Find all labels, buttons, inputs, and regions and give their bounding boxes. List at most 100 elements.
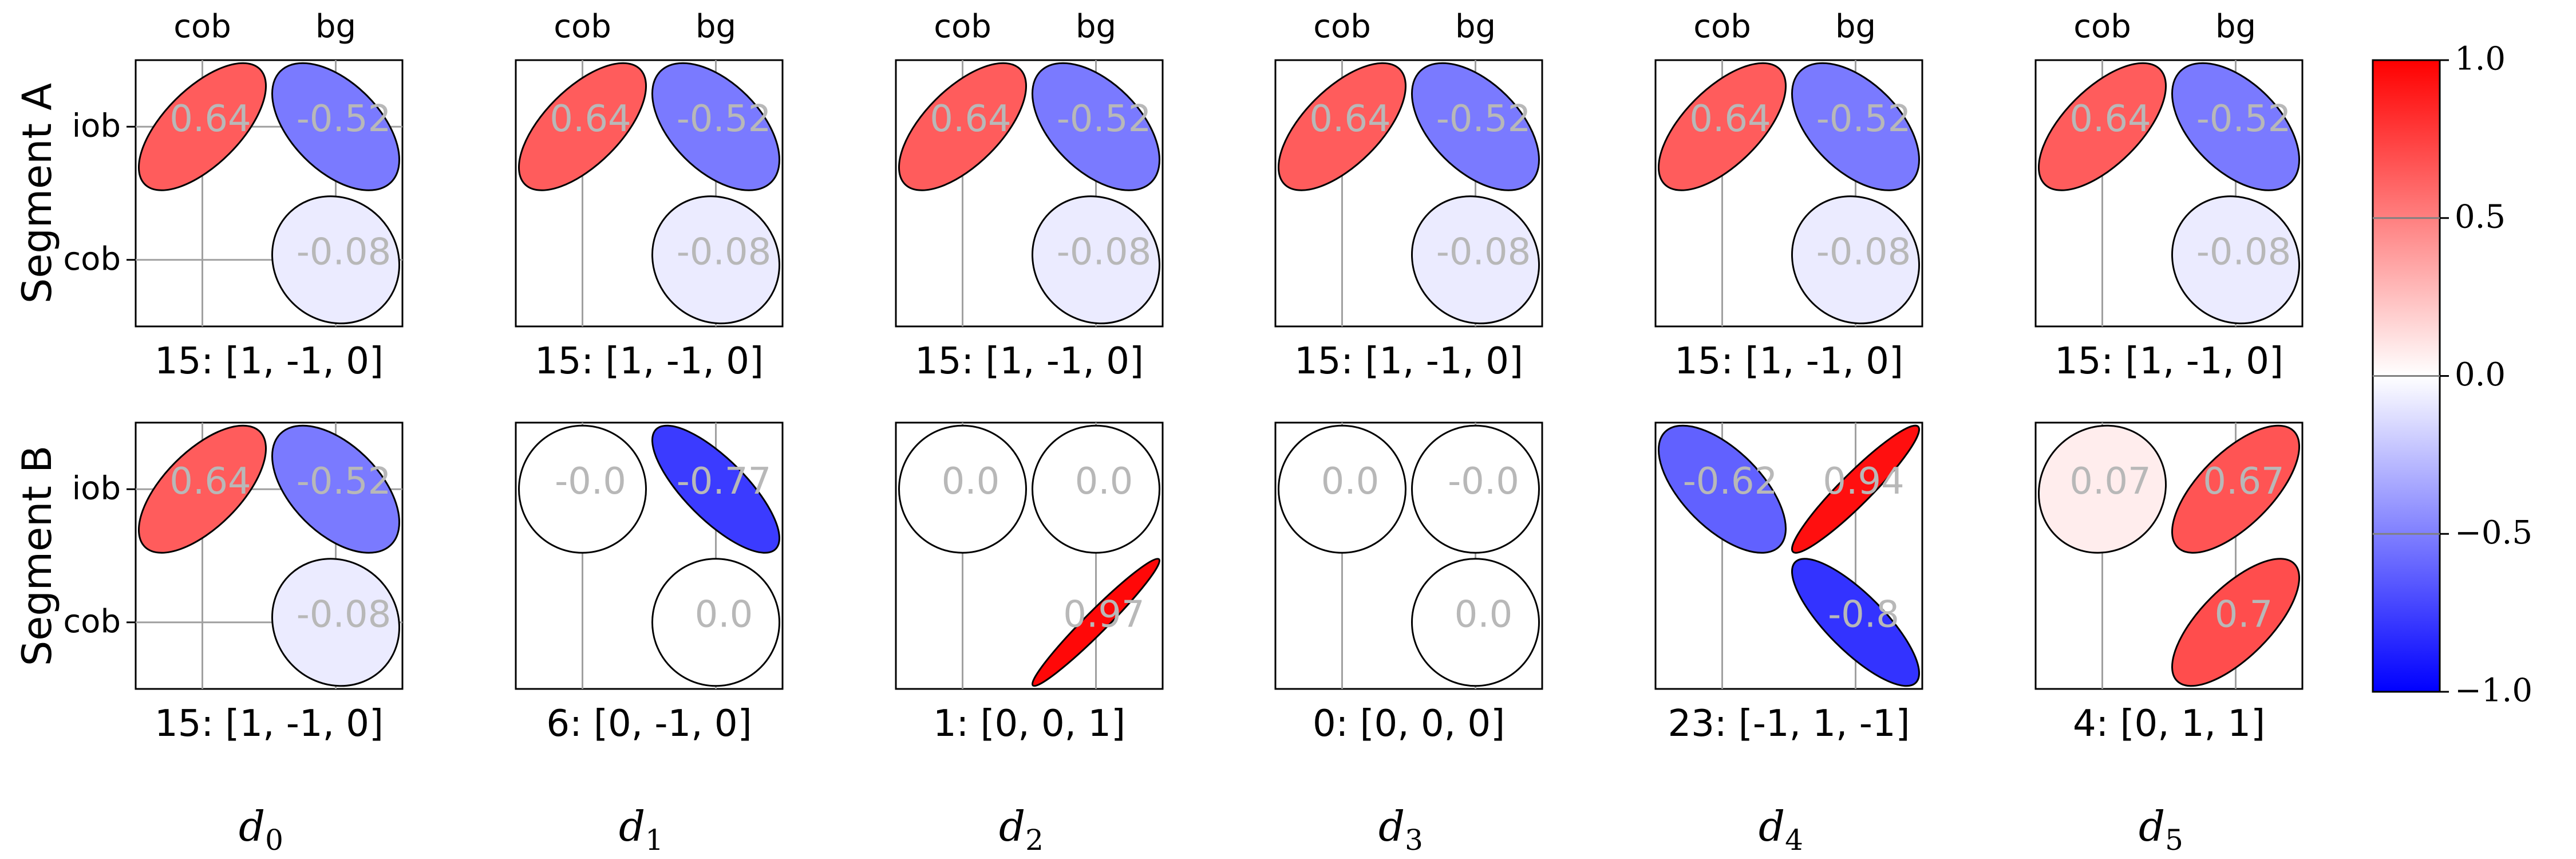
panel-caption: 15: [1, -1, 0] xyxy=(155,703,384,745)
panel-B-d4: -0.62 0.94 -0.8 23: [-1, 1, -1] xyxy=(1654,421,1923,745)
correlation-value-label: 0.0 xyxy=(1321,460,1380,503)
column-label: bg xyxy=(315,8,356,45)
column-title-subscript: 2 xyxy=(1025,823,1044,857)
column-title: d3 xyxy=(1378,802,1423,857)
correlation-ellipse xyxy=(1032,424,1160,554)
colorbar-tick-label: 1.0 xyxy=(2455,41,2506,78)
panel-A-d5: 0.64 -0.52 -0.08 cob bg 15: [1, -1, 0] xyxy=(2034,8,2304,383)
correlation-ellipse xyxy=(518,424,647,554)
correlation-value-label: -0.52 xyxy=(297,460,392,503)
column-title: d4 xyxy=(1759,802,1803,857)
correlation-ellipse xyxy=(651,558,780,687)
column-label: bg xyxy=(696,8,736,45)
row-tick-label: iob xyxy=(72,107,121,144)
correlation-ellipse xyxy=(1411,62,1540,191)
correlation-ellipse xyxy=(1277,62,1406,191)
correlation-value-label: -0.52 xyxy=(297,98,392,140)
correlation-ellipse xyxy=(1657,62,1787,191)
colorbar-tick-label: −1.0 xyxy=(2455,672,2532,710)
column-label: cob xyxy=(173,8,231,45)
panel-caption: 15: [1, -1, 0] xyxy=(1674,340,1903,383)
correlation-ellipse xyxy=(898,424,1027,554)
correlation-ellipse xyxy=(651,62,781,191)
correlation-value-label: -0.08 xyxy=(297,231,392,273)
correlation-value-label: -0.52 xyxy=(1816,98,1911,140)
correlation-value-label: 0.07 xyxy=(2069,460,2151,503)
correlation-value-label: -0.77 xyxy=(677,460,772,503)
panel-B-d2: 0.0 0.0 0.97 1: [0, 0, 1] xyxy=(895,421,1164,745)
correlation-ellipse xyxy=(271,62,401,191)
correlation-value-label: -0.0 xyxy=(1448,460,1519,503)
correlation-ellipse xyxy=(2171,62,2300,191)
panel-A-d0: 0.64 -0.52 -0.08 cob bg iob cob 15: [1, -1, 0] xyxy=(63,8,404,383)
correlation-ellipse xyxy=(1411,558,1540,687)
correlation-value-label: -0.08 xyxy=(1057,231,1152,273)
correlation-value-label: 0.67 xyxy=(2203,460,2285,503)
correlation-ellipse xyxy=(2037,424,2167,554)
correlation-ellipse xyxy=(137,62,267,191)
correlation-ellipse xyxy=(1411,424,1540,554)
correlation-value-label: 0.64 xyxy=(2069,98,2151,140)
correlation-ellipse xyxy=(651,195,780,325)
correlation-value-label: 0.97 xyxy=(1063,593,1145,636)
panel-A-d2: 0.64 -0.52 -0.08 cob bg 15: [1, -1, 0] xyxy=(895,8,1164,383)
correlation-ellipse xyxy=(1031,195,1160,325)
column-title-subscript: 5 xyxy=(2165,823,2183,857)
correlation-value-label: -0.62 xyxy=(1683,460,1778,503)
row-tick-label: iob xyxy=(72,470,121,507)
column-label: cob xyxy=(554,8,611,45)
correlation-value-label: -0.52 xyxy=(1057,98,1152,140)
panel-A-d4: 0.64 -0.52 -0.08 cob bg 15: [1, -1, 0] xyxy=(1654,8,1923,383)
column-title-subscript: 0 xyxy=(265,823,283,857)
correlation-ellipse xyxy=(1791,424,1921,554)
row-title: Segment B xyxy=(14,446,61,666)
correlation-ellipse xyxy=(517,62,647,191)
correlation-value-label: 0.64 xyxy=(550,98,631,140)
correlation-ellipse xyxy=(271,424,401,554)
column-title: d5 xyxy=(2139,802,2183,857)
panel-caption: 15: [1, -1, 0] xyxy=(535,340,764,383)
colorbar-tick-label: 0.0 xyxy=(2455,356,2506,393)
correlation-value-label: 0.7 xyxy=(2215,593,2273,636)
column-title-letter: d xyxy=(1759,802,1785,850)
column-label: cob xyxy=(1693,8,1751,45)
panel-caption: 23: [-1, 1, -1] xyxy=(1668,703,1910,745)
panel-B-d5: 0.07 0.67 0.7 4: [0, 1, 1] xyxy=(2034,421,2304,745)
column-title-letter: d xyxy=(619,802,645,850)
column-title-letter: d xyxy=(1378,802,1405,850)
panel-caption: 15: [1, -1, 0] xyxy=(1294,340,1523,383)
correlation-ellipse xyxy=(1657,424,1787,554)
panel-caption: 15: [1, -1, 0] xyxy=(155,340,384,383)
correlation-value-label: 0.64 xyxy=(1309,98,1391,140)
correlation-ellipse xyxy=(2171,424,2301,554)
panel-A-d1: 0.64 -0.52 -0.08 cob bg 15: [1, -1, 0] xyxy=(515,8,784,383)
correlation-ellipse xyxy=(2171,195,2301,325)
panel-caption: 1: [0, 0, 1] xyxy=(933,703,1125,745)
column-label: cob xyxy=(2073,8,2131,45)
correlation-ellipse xyxy=(898,62,1027,191)
correlation-value-label: -0.0 xyxy=(555,460,626,503)
correlation-ellipse xyxy=(2037,62,2167,191)
panel-B-d1: -0.0 -0.77 0.0 6: [0, -1, 0] xyxy=(515,421,784,745)
correlation-value-label: 0.94 xyxy=(1823,460,1905,503)
column-label: bg xyxy=(2215,8,2256,45)
correlation-ellipse xyxy=(1791,62,1920,191)
correlation-ellipse xyxy=(1791,195,1921,325)
correlation-ellipse xyxy=(138,424,267,554)
colorbar: −1.0 −0.5 0.0 0.5 1.0 xyxy=(2372,41,2532,710)
correlation-value-label: 0.64 xyxy=(1689,98,1771,140)
correlation-ellipse xyxy=(271,558,401,687)
column-title-subscript: 3 xyxy=(1405,823,1423,857)
correlation-value-label: 0.0 xyxy=(942,460,1000,503)
column-label: bg xyxy=(1076,8,1116,45)
column-title-letter: d xyxy=(2139,802,2165,850)
correlation-value-label: 0.64 xyxy=(930,98,1012,140)
panel-A-d3: 0.64 -0.52 -0.08 cob bg 15: [1, -1, 0] xyxy=(1274,8,1543,383)
panel-caption: 15: [1, -1, 0] xyxy=(915,340,1144,383)
column-title-subscript: 4 xyxy=(1785,823,1803,857)
panel-caption: 4: [0, 1, 1] xyxy=(2073,703,2265,745)
column-label: bg xyxy=(1835,8,1876,45)
column-title: d0 xyxy=(239,802,283,857)
